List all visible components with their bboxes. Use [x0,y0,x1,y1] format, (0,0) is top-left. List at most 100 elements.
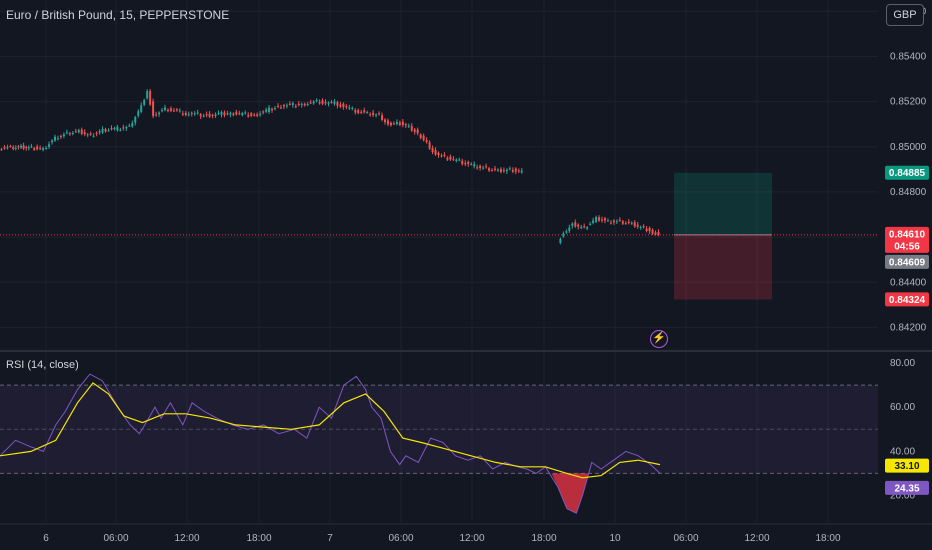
candle-body [134,117,137,123]
candle-body [648,227,651,232]
candle-body [104,129,107,132]
candle-body [116,126,119,131]
time-axis-tick: 6 [43,533,49,544]
rsi-axis-tick: 60.00 [890,402,915,413]
candle-body [372,112,375,115]
candle-body [107,130,110,132]
candle-body [288,103,291,105]
candle-body [211,114,214,116]
candle-body [59,135,62,137]
candle-body [202,115,205,117]
candle-body [62,134,65,137]
candle-body [282,105,285,107]
candle-body [193,113,196,115]
candle-body [309,102,312,104]
candle-body [48,144,51,147]
candle-body [378,113,381,115]
candle-body [443,154,446,157]
candle-body [25,146,28,149]
lightning-icon[interactable]: ⚡ [650,330,668,348]
candle-body [3,147,6,149]
candle-body [452,158,455,160]
candle-body [434,149,437,155]
take-profit-label-box [885,165,929,180]
candle-body [158,112,161,115]
candle-body [22,145,25,149]
rsi-value-label: 24.35 [894,483,919,494]
candle-body [592,220,595,223]
candle-body [12,147,15,149]
candle-body [499,169,502,173]
candle-body [386,120,389,125]
candle-body [220,111,223,115]
candle-body [27,147,30,149]
time-axis-tick: 18:00 [815,533,840,544]
candle-body [360,111,363,113]
candle-body [517,170,520,172]
symbol-title[interactable]: Euro / British Pound, 15, PEPPERSTONE [6,8,230,22]
candle-body [297,103,300,106]
candle-body [95,132,98,134]
candle-body [190,112,193,114]
candle-body [19,145,22,148]
candle-body [437,152,440,156]
candle-body [36,146,39,150]
candle-body [624,223,627,225]
candle-body [482,167,485,169]
rsi-axis-tick: 80.00 [890,358,915,369]
candle-body [351,107,354,109]
candle-body [491,170,494,172]
candle-body [574,222,577,227]
candle-body [583,226,586,228]
candle-body [505,169,508,172]
candle-body [339,104,342,107]
candle-body [336,102,339,106]
candle-body [45,148,48,150]
candle-body [155,114,158,116]
time-axis-tick: 12:00 [459,533,484,544]
candle-body [196,112,199,114]
candle-body [366,112,369,113]
candle-body [645,228,648,231]
candle-body [389,122,392,126]
rsi-ma-value-label: 33.10 [894,461,919,472]
currency-button[interactable]: GBP [886,4,924,26]
candle-body [604,218,606,221]
candle-body [244,112,247,114]
candle-body [514,168,517,172]
candle-body [71,133,74,135]
candle-body [651,229,654,234]
candle-body [612,220,615,223]
candle-body [508,168,511,170]
bid-price-label-box [885,254,929,269]
candle-body [232,113,235,115]
candle-body [461,160,464,165]
candle-body [291,102,294,105]
price-axis-tick: 0.84200 [890,322,927,333]
candle-body [6,147,9,149]
candle-body [404,124,407,126]
candle-body [494,168,496,170]
candle-body [101,128,104,133]
candle-body [33,148,36,150]
candle-body [17,146,20,148]
candle-body [161,110,164,112]
candle-body [384,119,386,123]
take-profit-zone [674,172,772,235]
candle-body [30,146,33,148]
candle-body [184,112,187,115]
candle-body [627,221,630,223]
candle-body [74,131,77,133]
candle-body [476,167,479,169]
rsi-title[interactable]: RSI (14, close) [6,359,79,371]
rsi-band-fill [0,385,878,474]
candle-body [250,113,253,116]
candle-body [636,224,639,227]
candle-body [259,113,262,115]
stop-loss-zone [674,234,772,300]
time-axis-tick: 06:00 [388,533,413,544]
candle-body [502,170,505,172]
time-axis-tick: 18:00 [246,533,271,544]
candle-body [137,111,140,116]
